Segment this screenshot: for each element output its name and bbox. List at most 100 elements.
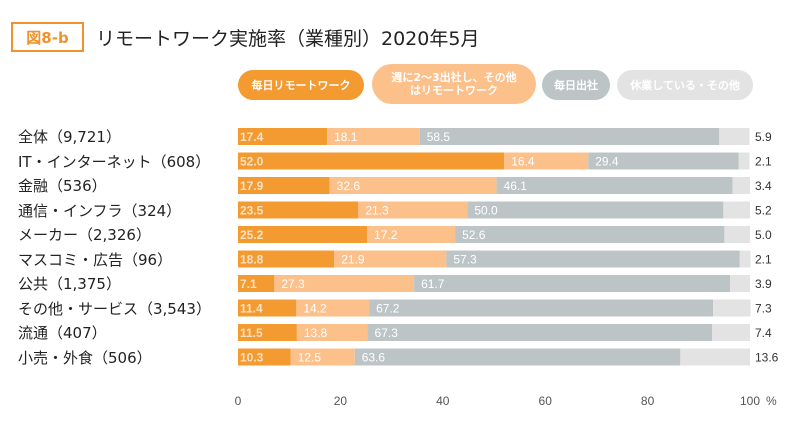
category-label: マスコミ・広告（96） <box>18 250 173 269</box>
bar-segment <box>414 275 731 292</box>
bar-segment <box>238 348 291 366</box>
value-label: 13.6 <box>755 351 779 365</box>
value-label: 29.4 <box>595 155 619 169</box>
value-label: 46.1 <box>504 179 528 193</box>
bar-segment <box>713 299 751 317</box>
bar-segment <box>238 250 335 268</box>
value-label: 5.0 <box>755 228 772 242</box>
bar-segment <box>712 324 750 341</box>
value-label: 14.2 <box>303 302 327 316</box>
value-label: 18.8 <box>240 253 264 267</box>
value-label: 3.4 <box>755 179 772 193</box>
legend-item-2: 週に2〜3出社し、その他はリモートワーク <box>372 64 536 104</box>
bar-segment <box>719 128 750 145</box>
bar-segment <box>329 177 497 194</box>
value-label: 27.3 <box>281 277 305 291</box>
value-label: 3.9 <box>755 277 772 291</box>
bar-segment <box>238 275 275 292</box>
bar-segment <box>290 348 355 366</box>
value-label: 12.5 <box>298 351 322 365</box>
bar-segment <box>504 152 589 170</box>
bar-segment <box>369 299 714 317</box>
value-label: 63.6 <box>362 351 386 365</box>
x-tick-label: 40 <box>436 394 450 408</box>
category-label: IT・インターネット（608） <box>18 152 211 171</box>
value-label: 5.2 <box>755 204 772 218</box>
value-label: 7.4 <box>755 326 772 340</box>
value-label: 13.8 <box>304 326 328 340</box>
category-label: メーカー（2,326） <box>18 226 151 244</box>
value-label: 52.0 <box>240 155 264 169</box>
bar-segment <box>238 324 297 341</box>
bar-segment <box>238 152 505 170</box>
value-label: 57.3 <box>453 253 477 267</box>
x-tick-label: 0 <box>235 394 242 408</box>
category-label: 金融（536） <box>18 177 107 195</box>
bar-segment <box>588 152 739 170</box>
value-label: 21.9 <box>341 253 365 267</box>
bar-segment <box>732 177 750 194</box>
legend-item-1: 毎日リモートワーク <box>238 70 364 100</box>
bar-segment <box>274 275 415 292</box>
value-label: 17.4 <box>240 130 264 144</box>
figure-number-badge: 図8-b <box>11 22 84 52</box>
bar-segment <box>730 275 750 292</box>
value-label: 5.9 <box>755 130 772 144</box>
value-label: 7.3 <box>755 302 772 316</box>
bar-segment <box>467 201 724 219</box>
x-axis-unit: % <box>766 394 777 408</box>
value-label: 18.1 <box>334 130 358 144</box>
value-label: 2.1 <box>755 155 772 169</box>
x-tick-label: 100 <box>740 394 760 408</box>
legend-item-3: 毎日出社 <box>542 70 610 100</box>
bar-segment <box>446 250 740 268</box>
bar-segment <box>358 201 468 219</box>
bar-segment <box>739 250 751 268</box>
bar-segment <box>455 226 725 243</box>
bar-segment <box>296 299 370 317</box>
value-label: 32.6 <box>337 179 361 193</box>
bar-segment <box>724 226 750 243</box>
value-label: 67.3 <box>375 326 399 340</box>
value-label: 16.4 <box>511 155 535 169</box>
category-label: 全体（9,721） <box>18 128 121 146</box>
chart-title: リモートワーク実施率（業種別）2020年5月 <box>96 28 480 50</box>
bar-segment <box>680 348 750 366</box>
bar-segment <box>723 201 750 219</box>
value-label: 50.0 <box>474 204 498 218</box>
bar-segment <box>238 299 297 317</box>
value-label: 11.5 <box>240 326 263 340</box>
value-label: 17.2 <box>374 228 398 242</box>
bar-segment <box>296 324 368 341</box>
value-label: 52.6 <box>462 228 486 242</box>
x-tick-label: 80 <box>641 394 655 408</box>
value-label: 11.4 <box>240 302 263 316</box>
bar-segment <box>238 226 368 243</box>
bar-segment <box>327 128 420 145</box>
value-label: 7.1 <box>240 277 257 291</box>
bar-segment <box>367 324 713 341</box>
category-label: 流通（407） <box>18 324 107 342</box>
bar-segment <box>419 128 720 145</box>
value-label: 21.3 <box>365 204 389 218</box>
value-label: 58.5 <box>427 130 451 144</box>
bar-segment <box>354 348 681 366</box>
legend-item-4: 休業している・その他 <box>617 70 753 100</box>
value-label: 17.9 <box>240 179 264 193</box>
category-label: その他・サービス（3,543） <box>18 299 211 318</box>
value-label: 2.1 <box>755 253 772 267</box>
value-label: 61.7 <box>421 277 445 291</box>
category-label: 公共（1,375） <box>18 275 121 293</box>
bar-segment <box>496 177 733 194</box>
bar-segment <box>238 201 359 219</box>
value-label: 67.2 <box>376 302 400 316</box>
category-label: 通信・インフラ（324） <box>18 201 182 220</box>
value-label: 25.2 <box>240 228 264 242</box>
value-label: 23.5 <box>240 204 264 218</box>
bar-segment <box>238 177 330 194</box>
bar-segment <box>367 226 456 243</box>
value-label: 10.3 <box>240 351 264 365</box>
bar-segment <box>738 152 750 170</box>
bar-segment <box>334 250 447 268</box>
